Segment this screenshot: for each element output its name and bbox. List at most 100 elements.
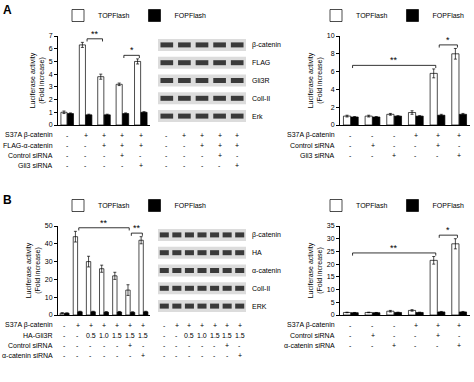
svg-text:-: -	[84, 162, 87, 169]
svg-text:*: *	[446, 225, 450, 235]
svg-text:+: +	[200, 322, 204, 329]
svg-text:Luciferase activity(Fold incre: Luciferase activity(Fold increase)	[307, 52, 324, 108]
svg-text:β-catenin: β-catenin	[252, 231, 281, 239]
svg-text:-: -	[226, 352, 229, 359]
svg-text:**: **	[100, 218, 108, 228]
svg-text:Luciferase activity(Fold incre: Luciferase activity(Fold increase)	[307, 242, 324, 298]
svg-text:3: 3	[49, 83, 53, 90]
svg-text:10: 10	[327, 32, 335, 39]
svg-text:10: 10	[327, 286, 335, 293]
svg-text:*: *	[130, 45, 134, 55]
svg-text:-: -	[393, 142, 396, 149]
svg-text:-: -	[103, 352, 106, 359]
svg-text:+: +	[436, 132, 440, 139]
svg-text:-: -	[66, 132, 69, 139]
svg-text:Coll-II: Coll-II	[252, 285, 270, 292]
svg-text:-: -	[63, 342, 66, 349]
svg-text:0: 0	[331, 311, 335, 318]
svg-text:0.5: 0.5	[184, 332, 194, 339]
svg-text:-: -	[116, 352, 119, 359]
svg-text:+: +	[89, 322, 93, 329]
svg-text:+: +	[102, 132, 106, 139]
svg-text:-: -	[414, 152, 417, 159]
svg-text:0: 0	[331, 121, 335, 128]
svg-text:2: 2	[331, 104, 335, 111]
svg-text:Luciferase activity(Fold incre: Luciferase activity(Fold increase)	[25, 242, 42, 298]
svg-text:5: 5	[331, 299, 335, 306]
svg-text:+: +	[457, 152, 461, 159]
svg-text:35: 35	[327, 222, 335, 229]
svg-text:-: -	[393, 332, 396, 339]
svg-text:+: +	[141, 352, 145, 359]
svg-text:+: +	[371, 332, 375, 339]
svg-text:40: 40	[45, 240, 53, 247]
svg-text:+: +	[235, 142, 239, 149]
svg-text:S37A β-catenin: S37A β-catenin	[5, 321, 53, 329]
svg-text:4: 4	[49, 71, 53, 78]
svg-text:-: -	[188, 342, 191, 349]
svg-text:-: -	[175, 352, 178, 359]
svg-text:FOPFlash: FOPFlash	[432, 202, 464, 209]
svg-text:+: +	[182, 132, 186, 139]
svg-text:-: -	[393, 132, 396, 139]
svg-text:-: -	[183, 142, 186, 149]
svg-text:2: 2	[49, 96, 53, 103]
svg-text:-: -	[63, 332, 66, 339]
svg-text:-: -	[349, 332, 352, 339]
svg-text:-: -	[103, 162, 106, 169]
svg-text:25: 25	[327, 248, 335, 255]
svg-text:+: +	[139, 132, 143, 139]
svg-text:FLAG: FLAG	[252, 59, 270, 66]
svg-text:+: +	[414, 132, 418, 139]
svg-text:-: -	[76, 332, 79, 339]
svg-text:+: +	[102, 142, 106, 149]
svg-text:Coll-II: Coll-II	[252, 95, 270, 102]
svg-text:-: -	[218, 162, 221, 169]
svg-text:-: -	[89, 352, 92, 359]
svg-text:10: 10	[45, 294, 53, 301]
svg-text:FLAG-α-catenin: FLAG-α-catenin	[3, 142, 53, 149]
svg-text:+: +	[218, 132, 222, 139]
svg-text:20: 20	[45, 276, 53, 283]
svg-text:-: -	[414, 342, 417, 349]
svg-text:-: -	[213, 352, 216, 359]
svg-text:1.0: 1.0	[99, 332, 109, 339]
svg-text:+: +	[414, 322, 418, 329]
svg-text:-: -	[349, 152, 352, 159]
svg-text:B: B	[3, 193, 12, 207]
svg-text:-: -	[371, 152, 374, 159]
svg-text:-: -	[66, 152, 69, 159]
svg-text:+: +	[218, 152, 222, 159]
svg-text:FOPFlash: FOPFlash	[432, 12, 464, 19]
svg-text:+: +	[200, 132, 204, 139]
svg-text:TOPFlash: TOPFlash	[356, 12, 387, 19]
svg-text:30: 30	[327, 235, 335, 242]
svg-text:-: -	[213, 342, 216, 349]
svg-text:-: -	[201, 352, 204, 359]
svg-text:+: +	[436, 322, 440, 329]
svg-text:-: -	[201, 152, 204, 159]
svg-text:TOPFlash: TOPFlash	[98, 202, 129, 209]
svg-text:**: **	[91, 29, 99, 39]
svg-text:FOPFlash: FOPFlash	[174, 12, 206, 19]
svg-text:-: -	[66, 162, 69, 169]
svg-text:-: -	[188, 352, 191, 359]
svg-text:-: -	[371, 342, 374, 349]
svg-text:8: 8	[331, 50, 335, 57]
svg-text:+: +	[187, 322, 191, 329]
svg-text:S37A β-catenin: S37A β-catenin	[5, 131, 53, 139]
svg-text:-: -	[458, 332, 461, 339]
svg-text:HA: HA	[252, 249, 262, 256]
svg-text:-: -	[89, 342, 92, 349]
svg-text:-: -	[76, 352, 79, 359]
svg-text:+: +	[200, 142, 204, 149]
svg-text:+: +	[115, 322, 119, 329]
svg-text:+: +	[235, 132, 239, 139]
svg-text:Erk: Erk	[252, 113, 263, 120]
svg-text:-: -	[436, 342, 439, 349]
svg-text:-: -	[458, 142, 461, 149]
svg-text:1.5: 1.5	[222, 332, 232, 339]
svg-text:0: 0	[49, 121, 53, 128]
svg-text:Gli3 siRNA: Gli3 siRNA	[18, 162, 53, 169]
svg-text:β-catenin: β-catenin	[252, 41, 281, 49]
